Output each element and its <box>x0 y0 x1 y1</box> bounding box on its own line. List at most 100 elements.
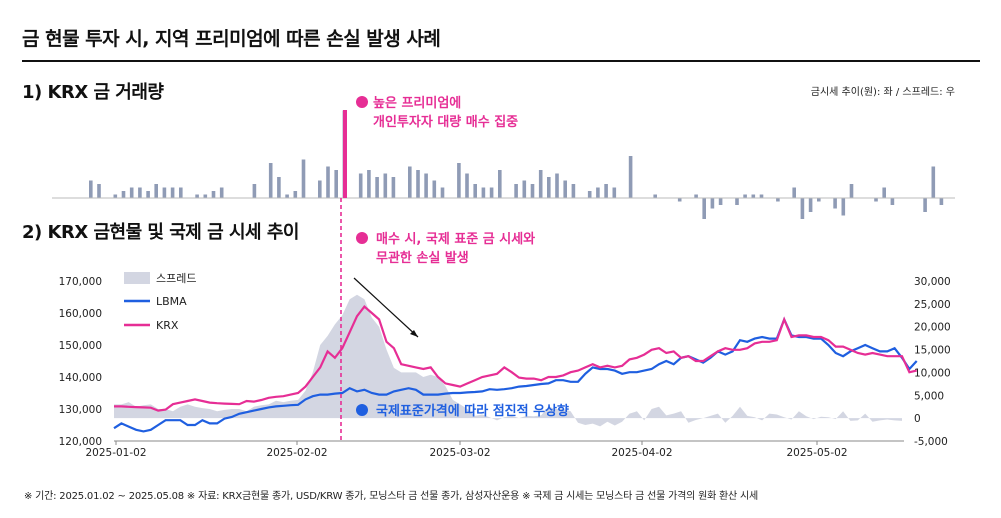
right-tick-label: 20,000 <box>914 322 951 334</box>
legend-spread-label: 스프레드 <box>156 272 196 285</box>
volume-bar <box>530 184 535 198</box>
volume-bar <box>563 180 567 198</box>
left-tick-label: 140,000 <box>59 372 102 384</box>
volume-bar <box>882 187 886 198</box>
volume-bar <box>596 187 600 198</box>
volume-bar <box>457 163 461 198</box>
legend-krx-label: KRX <box>156 319 179 332</box>
volume-bar <box>89 180 93 198</box>
volume-bar <box>841 198 846 216</box>
volume-bar <box>146 191 150 198</box>
footnote: ※ 기간: 2025.01.02 ~ 2025.05.08 ※ 자료: KRX금… <box>24 491 759 502</box>
volume-spike-highlight <box>343 110 347 198</box>
decline-arrow <box>353 277 419 338</box>
legend-lbma-label: LBMA <box>156 295 187 308</box>
volume-bar <box>890 198 895 205</box>
volume-bar <box>604 184 608 198</box>
volume-bar <box>252 184 257 198</box>
annotation-1-line1: 높은 프리미엄에 <box>373 95 461 111</box>
volume-bar <box>735 198 739 205</box>
volume-bar <box>424 173 428 198</box>
annotation-3: 국제표준가격에 따라 점진적 우상향 <box>376 403 569 419</box>
right-tick-label: 0 <box>914 413 921 425</box>
volume-bar <box>375 177 379 198</box>
volume-bar <box>326 166 330 198</box>
volume-bar <box>710 198 715 209</box>
volume-bar <box>538 170 543 198</box>
volume-bar <box>587 191 592 198</box>
volume-bar <box>121 191 126 198</box>
volume-bar <box>219 187 224 198</box>
section-price-title: 2) KRX 금현물 및 국제 금 시세 추이 <box>22 222 299 243</box>
title-divider <box>22 60 980 62</box>
volume-bar <box>138 187 142 198</box>
volume-bar <box>358 173 363 198</box>
volume-bar <box>211 191 216 198</box>
x-axis-ticks: 2025-01-02 2025-02-02 2025-03-02 2025-04-02… <box>85 441 848 459</box>
volume-bar <box>277 177 281 198</box>
left-tick-label: 120,000 <box>59 436 102 448</box>
volume-bar <box>465 173 469 198</box>
volume-bar <box>391 177 396 198</box>
left-tick-label: 130,000 <box>59 404 102 416</box>
volume-bar <box>571 184 576 198</box>
right-axis-ticks: -5,000 0 5,000 10,000 15,000 20,000 25,000 30,0… <box>914 276 951 448</box>
volume-bar <box>481 187 486 198</box>
volume-bar <box>97 184 101 198</box>
volume-bar <box>170 187 175 198</box>
left-tick-label: 170,000 <box>59 276 102 288</box>
volume-bar <box>694 194 698 198</box>
volume-bar <box>334 170 338 198</box>
volume-bar <box>931 166 936 198</box>
volume-bar <box>203 194 208 198</box>
annotation-2-line2: 무관한 손실 발생 <box>376 250 469 266</box>
left-tick-label: 150,000 <box>59 340 102 352</box>
volume-bar <box>555 173 559 198</box>
volume-bar <box>939 198 944 205</box>
right-tick-label: 15,000 <box>914 345 951 357</box>
volume-bar <box>743 194 747 198</box>
right-tick-label: 30,000 <box>914 276 951 288</box>
volume-bar <box>301 159 306 198</box>
volume-bar <box>759 194 764 198</box>
x-tick-label: 2025-04-02 <box>611 447 672 459</box>
section-volume-title: 1) KRX 금 거래량 <box>22 82 164 103</box>
x-tick-label: 2025-05-02 <box>786 447 847 459</box>
volume-bar <box>628 156 633 198</box>
right-tick-label: 5,000 <box>914 390 944 402</box>
annotation-dot-3 <box>356 404 368 416</box>
volume-bar <box>383 173 388 198</box>
spread-area <box>114 294 902 427</box>
krx-line <box>114 305 917 412</box>
right-tick-label: -5,000 <box>914 436 948 448</box>
volume-bar <box>473 184 477 198</box>
volume-bar <box>874 198 878 202</box>
annotation-dot-2 <box>356 232 368 244</box>
right-tick-label: 10,000 <box>914 367 951 379</box>
x-tick-label: 2025-03-02 <box>429 447 490 459</box>
decline-arrow-head <box>410 330 418 337</box>
annotation-1-line2: 개인투자자 대량 매수 집중 <box>373 114 518 130</box>
left-axis-ticks: 120,000 130,000 140,000 150,000 160,000 170,0… <box>59 276 102 448</box>
volume-bar <box>849 184 854 198</box>
volume-bar <box>432 180 437 198</box>
volume-bar <box>154 184 158 198</box>
annotation-2-line1: 매수 시, 국제 표준 금 시세와 <box>376 231 535 247</box>
volume-bar <box>817 198 821 202</box>
volume-bar <box>293 191 298 198</box>
volume-bar <box>751 194 756 198</box>
legend-spread-swatch <box>124 272 150 284</box>
volume-bar <box>162 187 167 198</box>
volume-bar <box>113 194 118 198</box>
volume-bar <box>800 198 805 219</box>
volume-bar <box>653 194 657 198</box>
axis-unit-note: 금시세 추이(원): 좌 / 스프레드: 우 <box>810 87 955 98</box>
volume-bar <box>514 184 518 198</box>
volume-bar <box>702 198 706 219</box>
page-title: 금 현물 투자 시, 지역 프리미엄에 따른 손실 발생 사례 <box>22 28 441 50</box>
volume-bar <box>489 187 494 198</box>
volume-bar <box>808 198 813 212</box>
volume-bar <box>718 198 723 205</box>
right-tick-label: 25,000 <box>914 299 951 311</box>
